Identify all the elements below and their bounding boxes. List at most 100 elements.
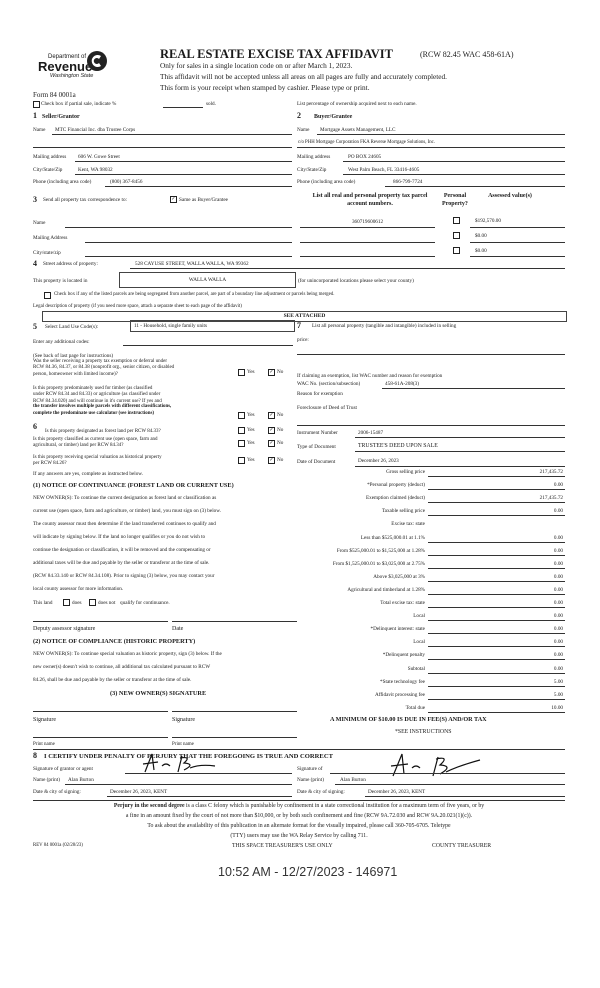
personal-checkbox[interactable] xyxy=(453,217,460,224)
tax-row-value[interactable]: 0.00 xyxy=(553,482,563,489)
additional-codes-field[interactable] xyxy=(123,345,293,346)
question-text: Is this property designated as forest la… xyxy=(45,429,161,434)
subtitle-1: Only for sales in a single location code… xyxy=(160,61,353,70)
tax-row-value[interactable]: 0.00 xyxy=(553,586,563,593)
does-not-checkbox[interactable] xyxy=(89,599,96,606)
partial-percent-field[interactable] xyxy=(163,107,203,108)
tax-row-line xyxy=(428,711,565,713)
street-address[interactable]: 528 CAYUSE STREET, WALLA WALLA, WA 99362 xyxy=(135,261,249,267)
tax-row-value[interactable]: 0.00 xyxy=(553,613,563,620)
tax-row-value[interactable]: 0.00 xyxy=(553,547,563,554)
question-text: complete the predominate use calculator … xyxy=(33,410,154,416)
new-owner-signature-2[interactable]: Signature xyxy=(172,717,195,723)
question-text: Is this property receiving special valua… xyxy=(33,455,162,460)
tax-row-value[interactable]: 0.00 xyxy=(553,626,563,633)
seller-city[interactable]: Kent, WA 98032 xyxy=(78,167,113,173)
tax-row-label: Total due xyxy=(405,704,425,711)
yes-checkbox[interactable] xyxy=(238,457,245,464)
buyer-phone[interactable]: 866-799-7724 xyxy=(393,179,423,185)
no-checkbox[interactable]: ✓ xyxy=(268,412,275,419)
tax-row-line xyxy=(428,502,565,504)
tax-row-value[interactable]: 0.00 xyxy=(553,639,563,646)
yes-checkbox[interactable] xyxy=(238,412,245,419)
personal-property-number: 7 xyxy=(297,321,301,330)
parcel-number[interactable]: 360719600612 xyxy=(351,219,384,225)
segregated-label: Check box if any of the listed parcels a… xyxy=(54,292,335,297)
location-select[interactable]: WALLA WALLA xyxy=(119,272,296,288)
location-value: WALLA WALLA xyxy=(188,277,227,283)
grantor-date[interactable]: December 26, 2023, KENT xyxy=(110,789,168,795)
partial-sale-checkbox[interactable] xyxy=(33,101,40,108)
tax-row-value[interactable]: 0.00 xyxy=(553,665,563,672)
tax-row-value[interactable]: 0.00 xyxy=(553,534,563,541)
yes-label: Yes xyxy=(247,457,255,463)
seller-name[interactable]: MTC Financial Inc. dba Trustee Corps xyxy=(55,127,136,133)
doc-date[interactable]: December 26, 2023 xyxy=(358,458,399,464)
grantee-date-label: Date & city of signing: xyxy=(297,789,345,795)
seller-mailing[interactable]: 606 W. Gowe Street xyxy=(78,154,120,160)
grantee-date[interactable]: December 26, 2023, KENT xyxy=(368,789,426,795)
land-use-select[interactable]: 11 - Household, single family units xyxy=(130,320,295,332)
instrument-number[interactable]: 2006-15487 xyxy=(358,430,384,436)
tax-row-value[interactable]: 10.00 xyxy=(551,704,563,711)
buyer-number: 2 xyxy=(297,111,301,120)
buyer-mailing[interactable]: PO BOX 24605 xyxy=(348,154,382,160)
grantee-name[interactable]: Alan Burton xyxy=(340,777,366,783)
certify-number: 8 xyxy=(33,751,37,760)
question-text: per RCW 84.26? xyxy=(33,461,67,467)
tax-row-value[interactable]: 5.00 xyxy=(553,678,563,685)
buyer-name[interactable]: Mortgage Assets Management, LLC xyxy=(320,127,396,133)
assessed-value[interactable]: $192,570.00 xyxy=(475,218,501,224)
yes-checkbox[interactable] xyxy=(238,427,245,434)
tax-row-value[interactable]: 5.00 xyxy=(553,691,563,698)
corr-city-label: City/state/zip xyxy=(33,250,61,256)
seller-phone[interactable]: (800) 367-8456 xyxy=(110,179,143,185)
buyer-name-2[interactable]: c/o PHH Mortgage Corporation FKA Reverse… xyxy=(298,140,435,145)
tax-row-value[interactable]: 217,435.72 xyxy=(539,469,563,475)
personal-property-field[interactable] xyxy=(297,354,565,355)
yes-checkbox[interactable] xyxy=(238,440,245,447)
no-checkbox[interactable]: ✓ xyxy=(268,427,275,434)
personal-checkbox[interactable] xyxy=(453,247,460,254)
tax-row-value[interactable]: 217,435.72 xyxy=(539,495,563,502)
tax-row-value[interactable]: 0.00 xyxy=(553,508,563,515)
assessed-value[interactable]: $0.00 xyxy=(475,233,487,239)
personal-checkbox[interactable] xyxy=(453,232,460,239)
new-owner-signature-1[interactable]: Signature xyxy=(33,717,56,723)
no-checkbox[interactable]: ✓ xyxy=(268,369,275,376)
yes-checkbox[interactable] xyxy=(238,369,245,376)
new-owner-print-1[interactable]: Print name xyxy=(33,742,55,747)
grantor-name-label: Name (print) xyxy=(33,777,60,783)
question-text: under RCW 84.34 and 84.33) or agricultur… xyxy=(33,392,161,398)
buyer-phone-label: Phone (including area code) xyxy=(297,179,356,185)
notice1-line: continue the designation or classificati… xyxy=(33,547,211,553)
tax-row-value[interactable]: 0.00 xyxy=(553,560,563,567)
land-use-label: Select Land Use Code(s): xyxy=(45,324,99,330)
land-use-value: 11 - Household, single family units xyxy=(134,323,208,329)
no-checkbox[interactable]: ✓ xyxy=(268,457,275,464)
tax-row-label: *Delinquent interest: state xyxy=(370,626,425,633)
tax-row-value[interactable]: 0.00 xyxy=(553,573,563,580)
land-use-number: 5 xyxy=(33,322,37,331)
segregated-checkbox[interactable] xyxy=(44,292,51,299)
assessed-value[interactable]: $0.00 xyxy=(475,248,487,254)
question-text: Is this property predominately used for … xyxy=(33,386,153,391)
question-text: Was the seller receiving a property tax … xyxy=(33,359,167,364)
grantee-signature xyxy=(390,753,481,777)
exemption-reason[interactable]: Foreclosure of Deed of Trust xyxy=(297,405,357,411)
tax-row-value[interactable]: 0.00 xyxy=(553,600,563,606)
tax-row-line xyxy=(428,554,565,556)
grantor-name[interactable]: Alan Burton xyxy=(68,777,94,783)
new-owner-print-2[interactable]: Print name xyxy=(172,742,194,747)
buyer-city-label: City/State/Zip xyxy=(297,167,327,173)
notice2-line: NEW OWNER(S): To continue special valuat… xyxy=(33,651,222,657)
legal-description-field[interactable]: SEE ATTACHED xyxy=(42,311,567,322)
same-as-buyer-checkbox[interactable]: ✓ xyxy=(170,196,177,203)
buyer-city[interactable]: West Palm Beach, FL 33416-4605 xyxy=(348,167,420,173)
logo-revenue: Revenue xyxy=(38,59,93,74)
wac-number[interactable]: 458-61A-208(3) xyxy=(385,381,419,387)
doc-type[interactable]: TRUSTEE'S DEED UPON SALE xyxy=(358,443,438,449)
tax-row-value[interactable]: 0.00 xyxy=(553,652,563,659)
no-checkbox[interactable]: ✓ xyxy=(268,440,275,447)
does-checkbox[interactable] xyxy=(63,599,70,606)
